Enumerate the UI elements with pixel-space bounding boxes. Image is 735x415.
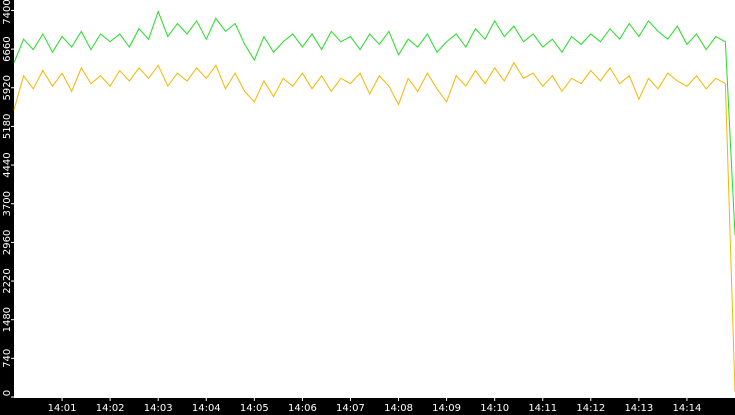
x-tick-label: 14:01 [48,403,77,414]
x-tick-label: 14:08 [384,403,413,414]
y-axis-strip [0,0,14,415]
x-tick-label: 14:04 [192,403,221,414]
x-axis-strip [0,398,735,415]
x-tick-label: 14:14 [673,403,702,414]
x-tick-label: 14:12 [576,403,605,414]
y-tick-label: 0 [2,390,13,396]
series-line [13,10,735,236]
y-tick-label: 1480 [2,307,13,332]
y-tick-label: 7400 [2,0,13,25]
series-line [13,61,735,392]
y-tick-label: 740 [2,349,13,368]
x-tick-label: 14:10 [480,403,509,414]
y-tick-label: 4440 [2,152,13,177]
x-tick-label: 14:03 [144,403,173,414]
x-tick-label: 14:05 [240,403,269,414]
y-tick-label: 2220 [2,268,13,293]
x-tick-label: 14:02 [96,403,125,414]
y-tick-label: 2960 [2,230,13,255]
x-tick-label: 14:07 [336,403,365,414]
x-tick-label: 14:13 [624,403,653,414]
x-tick-label: 14:09 [432,403,461,414]
y-tick-label: 5180 [2,114,13,139]
x-tick-label: 14:11 [528,403,557,414]
y-tick-label: 3700 [2,191,13,216]
y-tick-label: 5920 [2,75,13,100]
y-tick-label: 6660 [2,36,13,61]
x-tick-label: 14:06 [288,403,317,414]
